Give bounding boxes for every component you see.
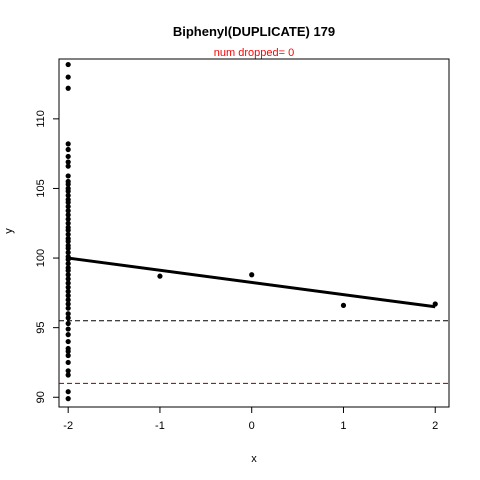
data-point (65, 280, 71, 286)
data-point (65, 227, 71, 233)
data-point (65, 220, 71, 226)
data-point (65, 153, 71, 160)
data-point (65, 256, 71, 263)
data-point (65, 301, 71, 307)
data-point (65, 146, 71, 153)
plot-frame (58, 58, 450, 408)
data-point (65, 372, 71, 378)
data-point (432, 301, 438, 307)
data-point (65, 311, 71, 317)
x-tick-label: -1 (155, 420, 165, 432)
data-point (249, 272, 255, 278)
data-point (65, 320, 71, 327)
data-point (65, 389, 71, 395)
data-point (65, 85, 71, 91)
data-point (65, 293, 71, 299)
data-point (65, 203, 71, 210)
y-tick-label: 105 (35, 179, 47, 197)
data-point (65, 231, 71, 237)
x-tick-label: 0 (249, 420, 255, 432)
data-point (65, 212, 71, 218)
data-point (65, 208, 71, 214)
data-point (65, 74, 71, 80)
data-point (65, 276, 71, 282)
y-tick-label: 100 (35, 249, 47, 267)
data-point (65, 338, 71, 345)
data-point (65, 216, 71, 222)
chart-title: Biphenyl(DUPLICATE) 179 (173, 24, 335, 39)
data-point (65, 359, 71, 366)
chart-subtitle: num dropped= 0 (214, 47, 294, 59)
data-point (65, 192, 71, 199)
data-point (65, 238, 71, 244)
data-point (65, 326, 71, 332)
plot-area: -2 -1 0 1 2 90 95 100 105 110 (35, 58, 450, 432)
data-point (340, 302, 347, 308)
data-point (65, 261, 71, 267)
x-axis-title: x (251, 453, 257, 465)
data-point (65, 163, 71, 169)
data-point (65, 305, 71, 311)
data-point (65, 332, 71, 338)
fit-line (67, 256, 436, 309)
data-point (65, 297, 71, 303)
x-tick-label: 1 (340, 420, 346, 432)
y-tick-label: 110 (35, 110, 47, 128)
data-point (65, 272, 71, 278)
x-tick-label: 2 (432, 420, 438, 432)
data-point (65, 173, 71, 179)
data-point (65, 396, 71, 402)
data-point (65, 188, 71, 194)
y-tick-label: 90 (35, 391, 47, 403)
data-point (65, 368, 71, 374)
y-axis-title: y (3, 228, 15, 234)
data-point (157, 273, 163, 279)
data-point (65, 61, 71, 68)
data-point (65, 181, 71, 187)
data-point (65, 159, 71, 165)
data-point (65, 267, 71, 274)
data-point (65, 284, 71, 290)
x-tick-label: -2 (63, 420, 73, 432)
data-point (65, 352, 71, 359)
data-point (65, 288, 71, 295)
data-point (65, 249, 71, 256)
data-point (65, 348, 71, 354)
data-point (65, 245, 71, 251)
data-point (65, 315, 71, 321)
y-tick-label: 95 (35, 322, 47, 334)
data-point (65, 199, 71, 205)
data-point (65, 141, 71, 147)
